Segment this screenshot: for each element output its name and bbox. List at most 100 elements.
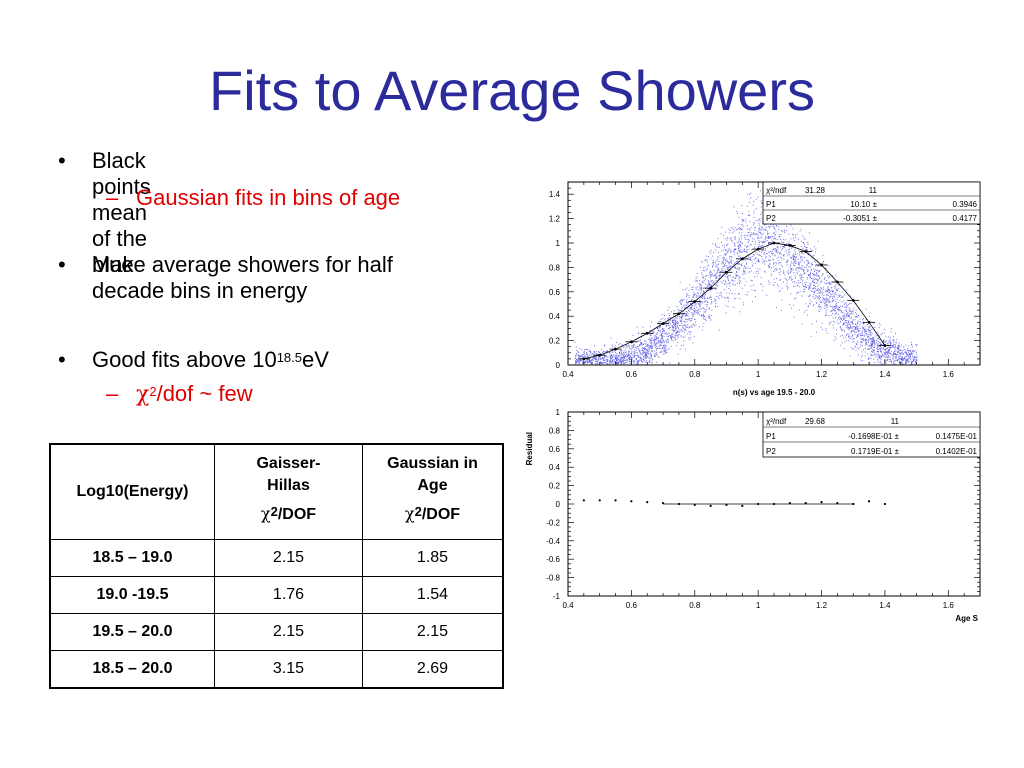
- scatter-point: [754, 276, 756, 278]
- y-tick-label: 1: [556, 239, 561, 248]
- scatter-point: [830, 293, 832, 295]
- scatter-point: [689, 326, 691, 328]
- scatter-point: [613, 354, 615, 356]
- scatter-point: [880, 358, 882, 360]
- scatter-point: [666, 340, 668, 342]
- scatter-point: [912, 357, 914, 359]
- scatter-point: [839, 307, 841, 309]
- scatter-point: [834, 313, 836, 315]
- scatter-point: [701, 314, 703, 316]
- scatter-point: [832, 291, 834, 292]
- scatter-point: [900, 350, 902, 351]
- scatter-point: [630, 345, 632, 347]
- scatter-point: [789, 267, 791, 269]
- scatter-point: [833, 293, 835, 295]
- scatter-point: [808, 286, 810, 287]
- scatter-point: [684, 336, 686, 338]
- scatter-point: [820, 292, 822, 294]
- scatter-point: [887, 343, 889, 345]
- scatter-point: [819, 305, 821, 307]
- scatter-point: [711, 302, 713, 304]
- scatter-point: [671, 335, 673, 337]
- scatter-point: [825, 313, 827, 315]
- scatter-point: [624, 360, 626, 361]
- scatter-point: [715, 249, 716, 251]
- scatter-point: [679, 317, 681, 319]
- scatter-point: [854, 363, 856, 365]
- scatter-point: [605, 361, 607, 363]
- scatter-point: [787, 272, 789, 274]
- scatter-point: [761, 234, 763, 236]
- scatter-point: [855, 316, 857, 318]
- scatter-point: [681, 319, 683, 321]
- scatter-point: [592, 359, 593, 361]
- scatter-point: [903, 349, 905, 351]
- scatter-point: [652, 346, 653, 348]
- scatter-point: [861, 325, 863, 327]
- scatter-point: [760, 241, 762, 242]
- scatter-point: [851, 335, 853, 337]
- scatter-point: [770, 267, 772, 268]
- scatter-point: [639, 344, 641, 346]
- x-tick-label: 0.8: [689, 601, 701, 610]
- scatter-point: [821, 281, 823, 283]
- scatter-point: [609, 361, 611, 363]
- scatter-point: [785, 239, 787, 241]
- scatter-point: [754, 234, 756, 236]
- scatter-point: [908, 350, 910, 351]
- scatter-point: [799, 290, 801, 292]
- scatter-point: [662, 318, 664, 320]
- scatter-point: [733, 284, 735, 286]
- scatter-point: [761, 256, 763, 257]
- scatter-point: [873, 346, 875, 348]
- scatter-point: [829, 323, 830, 325]
- scatter-point: [905, 362, 906, 364]
- scatter-point: [852, 338, 854, 340]
- scatter-point: [629, 345, 630, 347]
- scatter-point: [642, 353, 644, 355]
- scatter-point: [834, 286, 836, 288]
- scatter-point: [769, 281, 771, 283]
- scatter-point: [663, 346, 665, 348]
- scatter-point: [803, 286, 805, 287]
- scatter-point: [904, 356, 906, 358]
- scatter-point: [734, 238, 736, 240]
- scatter-point: [854, 345, 856, 347]
- scatter-point: [807, 305, 809, 307]
- scatter-point: [832, 300, 833, 302]
- scatter-point: [645, 348, 646, 350]
- scatter-point: [644, 348, 646, 350]
- scatter-point: [578, 363, 580, 365]
- stats-p2: -0.3051 ±: [843, 214, 877, 223]
- scatter-point: [880, 347, 882, 349]
- scatter-point: [811, 288, 813, 290]
- scatter-point: [744, 245, 746, 247]
- scatter-point: [591, 354, 593, 356]
- scatter-point: [721, 268, 723, 270]
- scatter-point: [788, 233, 790, 235]
- scatter-point: [680, 330, 682, 332]
- row-gh: 2.15: [214, 613, 363, 651]
- scatter-point: [790, 258, 792, 260]
- scatter-point: [768, 241, 770, 243]
- scatter-point: [618, 359, 620, 361]
- scatter-point: [769, 226, 771, 227]
- scatter-point: [901, 351, 903, 353]
- scatter-point: [650, 338, 652, 340]
- scatter-point: [616, 358, 618, 360]
- scatter-point: [803, 270, 805, 272]
- scatter-point: [807, 260, 809, 262]
- scatter-point: [638, 349, 640, 351]
- scatter-point: [702, 292, 704, 294]
- scatter-point: [724, 283, 726, 285]
- scatter-point: [834, 321, 836, 323]
- scatter-point: [871, 351, 873, 353]
- scatter-point: [870, 338, 872, 340]
- scatter-point: [778, 263, 780, 265]
- scatter-point: [842, 296, 844, 298]
- scatter-point: [718, 260, 720, 262]
- scatter-point: [826, 291, 828, 293]
- scatter-point: [667, 339, 669, 341]
- scatter-point: [682, 326, 684, 328]
- scatter-point: [676, 314, 678, 316]
